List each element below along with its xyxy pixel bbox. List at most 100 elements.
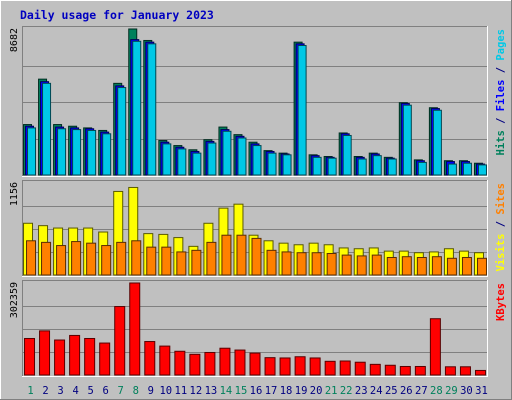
- bar-kbytes: [159, 345, 171, 376]
- series-sites: [26, 234, 487, 276]
- bar-sites: [281, 251, 292, 276]
- bar-kbytes: [144, 341, 156, 376]
- bar-sites: [191, 249, 202, 276]
- bar-sites: [431, 256, 442, 276]
- bar-sites: [71, 241, 82, 276]
- legend-separator: /: [495, 61, 507, 80]
- x-tick-label: 17: [265, 385, 278, 397]
- bar-kbytes: [249, 352, 261, 376]
- bar-pages: [117, 87, 127, 176]
- bar-kbytes: [234, 349, 246, 376]
- bar-kbytes: [69, 334, 81, 376]
- bar-kbytes: [264, 357, 276, 376]
- bar-pages: [282, 154, 292, 176]
- legend-pages: Pages: [495, 29, 507, 61]
- bar-kbytes: [204, 351, 216, 376]
- bar-pages: [132, 40, 142, 176]
- bar-sites: [161, 246, 172, 276]
- bar-kbytes: [354, 361, 366, 376]
- x-tick-label: 15: [235, 385, 248, 397]
- bar-kbytes: [54, 339, 66, 376]
- x-tick-label: 24: [370, 385, 383, 397]
- x-tick-label: 29: [445, 385, 458, 397]
- x-tick-label: 7: [118, 385, 124, 397]
- legend-separator: /: [495, 111, 507, 130]
- x-tick-label: 26: [400, 385, 413, 397]
- bar-kbytes: [339, 360, 351, 376]
- bar-sites: [116, 241, 127, 276]
- bar-pages: [462, 162, 472, 176]
- bar-kbytes: [294, 356, 306, 376]
- bar-sites: [251, 237, 262, 276]
- bar-pages: [342, 134, 352, 176]
- bar-sites: [26, 240, 37, 276]
- bar-pages: [162, 143, 172, 176]
- bar-pages: [192, 152, 202, 176]
- bar-sites: [41, 241, 52, 276]
- bar-sites: [86, 242, 97, 276]
- chart-panels: 8682 Hits / Files / Pages 1156 Visits / Sit…: [9, 26, 507, 377]
- bar-kbytes: [129, 282, 141, 376]
- bar-pages: [417, 161, 427, 176]
- bar-sites: [356, 255, 367, 276]
- bar-kbytes: [369, 363, 381, 376]
- x-tick-label: 13: [205, 385, 218, 397]
- x-tick-label: 10: [159, 385, 172, 397]
- x-tick-label: 14: [220, 385, 233, 397]
- x-tick-label: 23: [355, 385, 368, 397]
- bar-pages: [87, 129, 97, 176]
- bar-pages: [432, 109, 442, 176]
- bar-pages: [297, 45, 307, 176]
- axis-legend-label: Visits / Sites: [495, 183, 507, 272]
- series-pages: [27, 40, 487, 176]
- bar-kbytes: [309, 357, 321, 376]
- bar-kbytes: [219, 347, 231, 376]
- bar-kbytes: [384, 364, 396, 376]
- x-tick-label: 22: [340, 385, 353, 397]
- x-tick-label: 4: [72, 385, 78, 397]
- bar-sites: [386, 256, 397, 276]
- bar-pages: [252, 145, 262, 176]
- x-tick-label: 8: [133, 385, 139, 397]
- bar-sites: [206, 241, 217, 276]
- bar-sites: [131, 240, 142, 276]
- bar-sites: [221, 234, 232, 276]
- bar-pages: [237, 137, 247, 176]
- bar-pages: [477, 164, 487, 176]
- legend-hits: Hits: [495, 130, 507, 155]
- bar-pages: [57, 128, 67, 176]
- x-tick-label: 2: [42, 385, 48, 397]
- bar-kbytes: [474, 369, 486, 376]
- bar-sites: [296, 252, 307, 276]
- axis-legend-label: Hits / Files / Pages: [495, 29, 507, 155]
- bar-kbytes: [429, 318, 441, 376]
- legend-files: Files: [495, 80, 507, 112]
- x-tick-label: 18: [280, 385, 293, 397]
- bar-pages: [312, 156, 322, 176]
- bar-kbytes: [39, 330, 51, 376]
- x-tick-label: 28: [430, 385, 443, 397]
- bar-pages: [327, 157, 337, 176]
- bar-kbytes: [189, 353, 201, 376]
- legend-kbytes: KBytes: [495, 283, 507, 321]
- bar-sites: [176, 251, 187, 276]
- x-tick-label: 19: [295, 385, 308, 397]
- y-max-label: 302359: [9, 282, 20, 318]
- bar-pages: [402, 104, 412, 176]
- x-axis: 1 2 3 4 5 6 7 8 9 10 11 12 13 14 15 16 17 18 19 20 21 22 23 24 2…: [27, 385, 487, 397]
- bar-sites: [56, 245, 67, 276]
- bar-pages: [102, 133, 112, 176]
- bar-kbytes: [279, 357, 291, 376]
- bar-sites: [311, 252, 322, 276]
- x-tick-label: 16: [250, 385, 263, 397]
- legend-sites: Sites: [495, 183, 507, 215]
- bar-pages: [27, 127, 37, 176]
- series-kbytes: [24, 282, 486, 376]
- bar-pages: [357, 158, 367, 176]
- bar-pages: [372, 155, 382, 176]
- bar-kbytes: [414, 365, 426, 376]
- bar-pages: [447, 163, 457, 176]
- legend-visits: Visits: [495, 234, 507, 272]
- bar-sites: [461, 256, 472, 276]
- bar-kbytes: [114, 306, 126, 376]
